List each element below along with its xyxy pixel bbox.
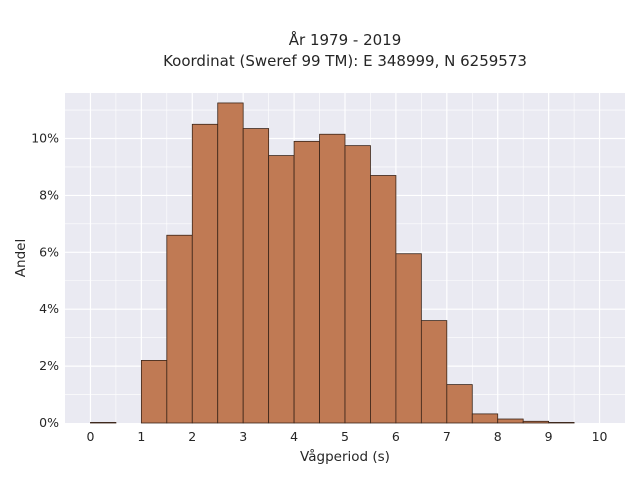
histogram-bar bbox=[268, 155, 295, 424]
histogram-bar bbox=[395, 253, 422, 424]
y-axis-ticks: 0% 2% 4% 6% 8% 10% bbox=[31, 131, 59, 430]
histogram-bar bbox=[497, 418, 524, 424]
chart-subtitle: Koordinat (Sweref 99 TM): E 348999, N 62… bbox=[163, 52, 527, 70]
x-tick-label: 3 bbox=[239, 429, 247, 444]
y-tick-label: 8% bbox=[39, 187, 59, 202]
histogram-bar bbox=[471, 413, 499, 424]
y-axis-label: Andel bbox=[13, 239, 29, 277]
x-tick-label: 0 bbox=[86, 429, 94, 444]
x-tick-label: 5 bbox=[341, 429, 349, 444]
histogram-bar bbox=[140, 360, 168, 424]
histogram-bar bbox=[548, 422, 575, 424]
y-tick-label: 4% bbox=[39, 301, 59, 316]
histogram-bar bbox=[370, 175, 397, 424]
histogram-bar bbox=[446, 384, 473, 424]
y-tick-label: 2% bbox=[39, 358, 59, 373]
y-tick-label: 6% bbox=[39, 244, 59, 259]
histogram-bar bbox=[293, 140, 320, 424]
x-tick-label: 10 bbox=[592, 429, 608, 444]
x-tick-label: 6 bbox=[392, 429, 400, 444]
y-tick-label: 10% bbox=[31, 131, 59, 146]
histogram-bar bbox=[191, 123, 219, 424]
histogram-bar bbox=[522, 420, 550, 424]
x-tick-label: 2 bbox=[188, 429, 196, 444]
x-tick-label: 8 bbox=[494, 429, 502, 444]
histogram-bar bbox=[90, 422, 117, 424]
x-tick-label: 4 bbox=[290, 429, 298, 444]
x-axis-label: Vågperiod (s) bbox=[300, 448, 390, 465]
histogram-bar bbox=[166, 234, 193, 424]
x-tick-label: 7 bbox=[443, 429, 451, 444]
histogram-bar bbox=[217, 102, 244, 424]
histogram-bar bbox=[319, 133, 346, 424]
histogram-bar bbox=[242, 128, 270, 424]
histogram-bar bbox=[344, 145, 371, 424]
y-tick-label: 0% bbox=[39, 415, 59, 430]
x-tick-label: 9 bbox=[545, 429, 553, 444]
x-axis-ticks: 0 1 2 3 4 5 6 7 8 9 10 bbox=[86, 429, 607, 444]
histogram-bars bbox=[90, 102, 575, 424]
x-tick-label: 1 bbox=[137, 429, 145, 444]
histogram-bar bbox=[420, 320, 448, 424]
chart-title: År 1979 - 2019 bbox=[289, 30, 402, 49]
